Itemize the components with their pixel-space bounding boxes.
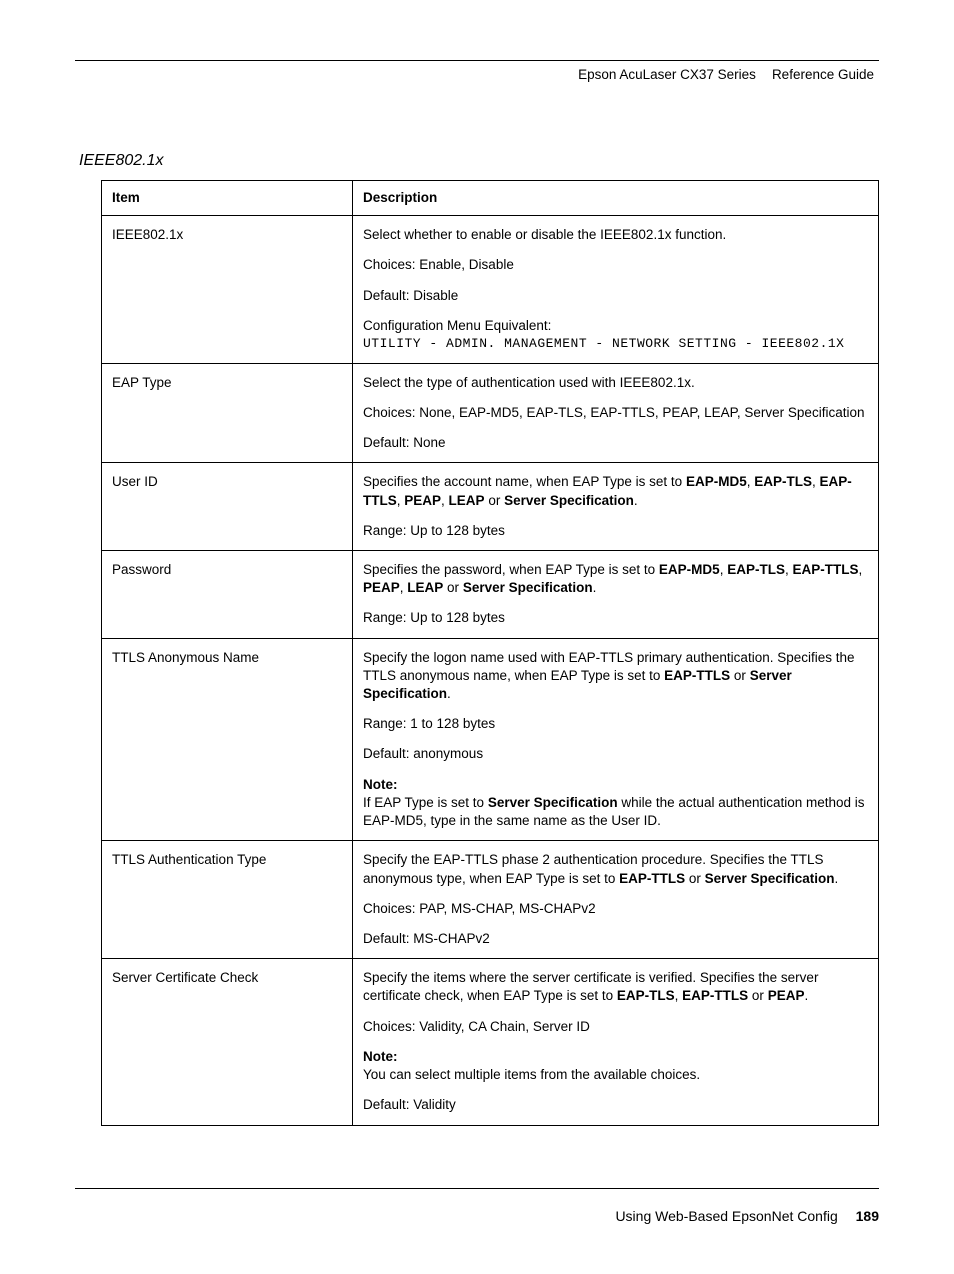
page-number: 189 (856, 1208, 879, 1224)
desc-para: Select the type of authentication used w… (363, 374, 868, 392)
desc-para: Choices: PAP, MS-CHAP, MS-CHAPv2 (363, 900, 868, 918)
desc-para: Specifies the password, when EAP Type is… (363, 561, 868, 597)
item-cell: IEEE802.1x (102, 216, 353, 363)
spec-table: Item Description IEEE802.1x Select whethe… (101, 180, 879, 1126)
desc-para: Default: anonymous (363, 745, 868, 763)
desc-para: Default: MS-CHAPv2 (363, 930, 868, 948)
desc-para: Specify the logon name used with EAP-TTL… (363, 649, 868, 704)
item-cell: EAP Type (102, 363, 353, 463)
table-row: IEEE802.1x Select whether to enable or di… (102, 216, 879, 363)
table-row: Password Specifies the password, when EAP… (102, 550, 879, 638)
table-row: TTLS Authentication Type Specify the EAP-… (102, 841, 879, 959)
desc-mono: UTILITY - ADMIN. MANAGEMENT - NETWORK SE… (363, 335, 868, 353)
desc-line: Configuration Menu Equivalent: (363, 317, 868, 335)
desc-para: Note:You can select multiple items from … (363, 1048, 868, 1084)
desc-para: Default: Disable (363, 287, 868, 305)
desc-para: Choices: None, EAP-MD5, EAP-TLS, EAP-TTL… (363, 404, 868, 422)
th-item: Item (102, 181, 353, 216)
desc-cell: Specifies the password, when EAP Type is… (353, 550, 879, 638)
header-rule (75, 60, 879, 61)
th-desc: Description (353, 181, 879, 216)
desc-cell: Select whether to enable or disable the … (353, 216, 879, 363)
table-row: EAP Type Select the type of authenticatio… (102, 363, 879, 463)
desc-para: Specify the EAP-TTLS phase 2 authenticat… (363, 851, 868, 887)
desc-cell: Specify the items where the server certi… (353, 959, 879, 1125)
desc-para: Configuration Menu Equivalent:UTILITY - … (363, 317, 868, 353)
desc-para: Range: 1 to 128 bytes (363, 715, 868, 733)
item-cell: User ID (102, 463, 353, 551)
desc-para: Default: Validity (363, 1096, 868, 1114)
desc-cell: Specifies the account name, when EAP Typ… (353, 463, 879, 551)
header-doc: Reference Guide (772, 67, 874, 82)
desc-para: Range: Up to 128 bytes (363, 609, 868, 627)
item-cell: TTLS Authentication Type (102, 841, 353, 959)
desc-cell: Specify the logon name used with EAP-TTL… (353, 638, 879, 841)
item-cell: Server Certificate Check (102, 959, 353, 1125)
footer-rule (75, 1188, 879, 1189)
spec-tbody: IEEE802.1x Select whether to enable or di… (102, 216, 879, 1125)
desc-para: Choices: Enable, Disable (363, 256, 868, 274)
desc-para: Specify the items where the server certi… (363, 969, 868, 1005)
desc-cell: Specify the EAP-TTLS phase 2 authenticat… (353, 841, 879, 959)
desc-para: Choices: Validity, CA Chain, Server ID (363, 1018, 868, 1036)
page: Epson AcuLaser CX37 Series Reference Guid… (0, 0, 954, 1274)
item-cell: TTLS Anonymous Name (102, 638, 353, 841)
header-product: Epson AcuLaser CX37 Series (578, 67, 756, 82)
desc-cell: Select the type of authentication used w… (353, 363, 879, 463)
desc-para: Default: None (363, 434, 868, 452)
desc-para: Select whether to enable or disable the … (363, 226, 868, 244)
table-row: User ID Specifies the account name, when … (102, 463, 879, 551)
section-title: IEEE802.1x (79, 152, 879, 170)
footer: Using Web-Based EpsonNet Config 189 (615, 1208, 879, 1224)
item-cell: Password (102, 550, 353, 638)
table-row: Server Certificate Check Specify the item… (102, 959, 879, 1125)
footer-text: Using Web-Based EpsonNet Config (615, 1208, 837, 1224)
desc-para: Note:If EAP Type is set to Server Specif… (363, 776, 868, 831)
desc-para: Specifies the account name, when EAP Typ… (363, 473, 868, 509)
running-header: Epson AcuLaser CX37 Series Reference Guid… (75, 67, 879, 82)
desc-para: Range: Up to 128 bytes (363, 522, 868, 540)
table-row: TTLS Anonymous NameSpecify the logon nam… (102, 638, 879, 841)
